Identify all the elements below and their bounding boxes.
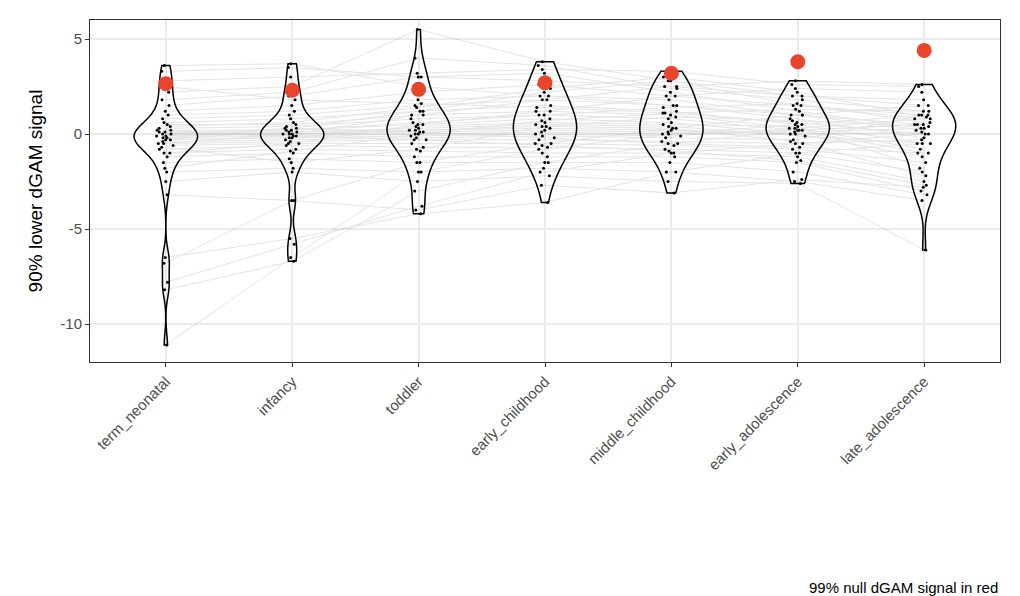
svg-text:late_adolescence: late_adolescence [837,373,932,468]
svg-text:90% lower dGAM signal: 90% lower dGAM signal [25,90,46,293]
svg-text:-10: -10 [60,315,82,332]
svg-text:99% null dGAM signal in red: 99% null dGAM signal in red [809,579,998,596]
svg-text:-5: -5 [69,220,82,237]
svg-text:early_adolescence: early_adolescence [705,373,805,473]
svg-text:0: 0 [74,125,82,142]
svg-text:early_childhood: early_childhood [466,373,552,459]
svg-text:infancy: infancy [254,373,300,419]
svg-text:5: 5 [74,30,82,47]
svg-text:middle_childhood: middle_childhood [584,373,679,468]
svg-text:term_neonatal: term_neonatal [93,373,173,453]
svg-text:toddler: toddler [382,373,426,417]
